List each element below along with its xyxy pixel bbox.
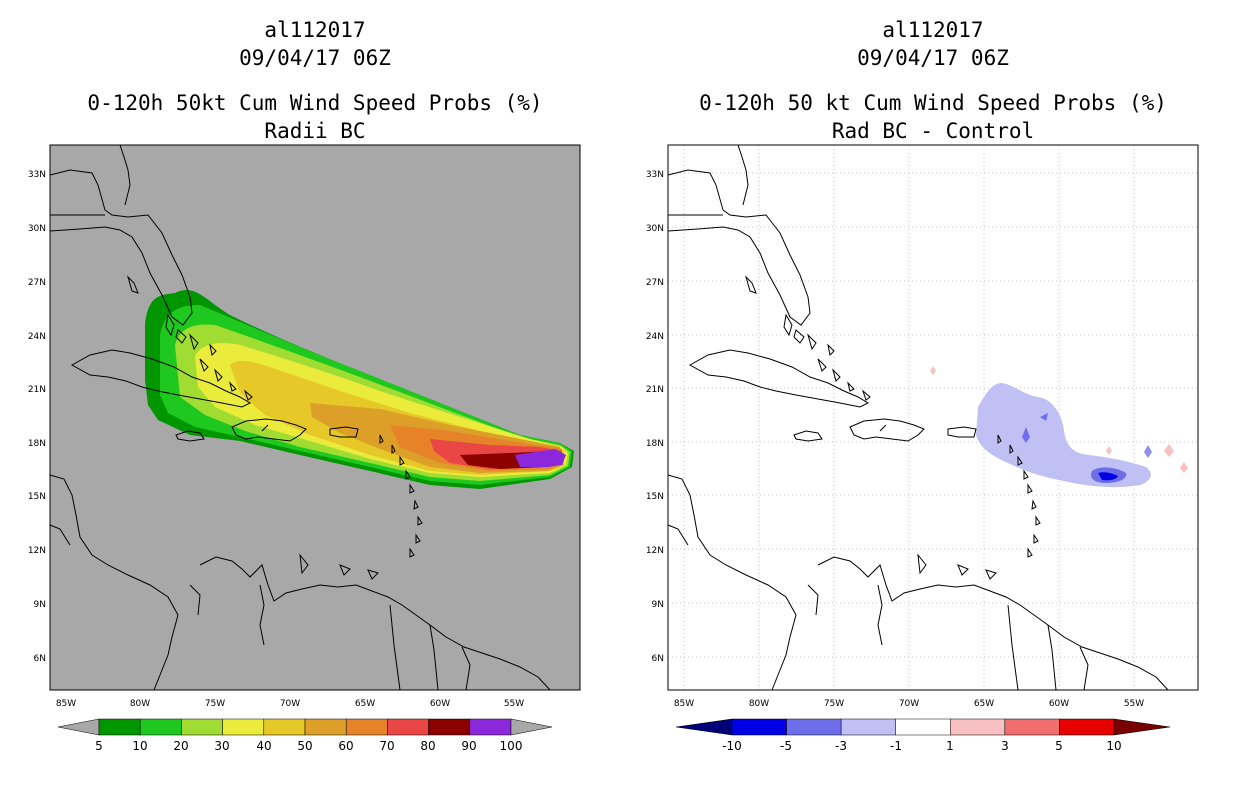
left-map-frame (49, 144, 581, 691)
right-colorbar-label: -5 (780, 739, 792, 753)
left-colorbar-label: 100 (500, 739, 523, 753)
left-probability-field (145, 290, 574, 489)
right-colorbar-swatch (840, 718, 896, 736)
left-colorbar-label: 80 (420, 739, 435, 753)
left-colorbar-swatch (139, 718, 182, 736)
right-map (667, 144, 1199, 691)
left-lon-label: 60W (430, 699, 450, 709)
right-map-background (668, 145, 1198, 690)
left-lon-label: 75W (205, 699, 225, 709)
left-lat-label: 15N (28, 492, 46, 502)
right-lon-label: 75W (824, 699, 844, 709)
right-lat-label: 24N (646, 332, 664, 342)
right-colorbar-label: 10 (1106, 739, 1121, 753)
right-title-time: 09/04/17 06Z (857, 46, 1009, 70)
left-lon-label: 70W (280, 699, 300, 709)
left-colorbar-label: 20 (173, 739, 188, 753)
left-lat-label: 9N (34, 600, 46, 610)
right-colorbar: -10 -5 -3 -1 1 3 5 10 (675, 718, 1171, 753)
right-lon-label: 55W (1124, 699, 1144, 709)
right-lon-label: 80W (749, 699, 769, 709)
right-lon-label: 85W (674, 699, 694, 709)
right-colorbar-high-arrow (1113, 718, 1171, 736)
right-lat-label: 9N (652, 600, 664, 610)
right-colorbar-swatch (1004, 718, 1060, 736)
left-colorbar-label: 60 (338, 739, 353, 753)
right-lon-label: 60W (1049, 699, 1069, 709)
left-colorbar: 5 10 20 30 40 50 60 70 80 90 100 (57, 718, 553, 753)
left-colorbar-swatch (428, 718, 471, 736)
left-colorbar-label: 5 (95, 739, 103, 753)
left-colorbar-swatch (222, 718, 265, 736)
right-lon-label: 70W (899, 699, 919, 709)
left-colorbar-label: 70 (379, 739, 394, 753)
left-colorbar-label: 30 (214, 739, 229, 753)
right-lat-label: 21N (646, 385, 664, 395)
left-colorbar-swatch (469, 718, 512, 736)
left-lat-label: 18N (28, 439, 46, 449)
right-difference-field (930, 366, 1188, 488)
right-colorbar-label: -3 (835, 739, 847, 753)
left-colorbar-label: 90 (461, 739, 476, 753)
right-colorbar-swatch (895, 718, 951, 736)
right-lon-labels: 85W 80W 75W 70W 65W 60W 55W (674, 699, 1144, 709)
right-title-product: 0-120h 50 kt Cum Wind Speed Probs (%) (699, 91, 1167, 115)
left-map (49, 144, 581, 691)
right-lon-label: 65W (974, 699, 994, 709)
left-colorbar-label: 40 (256, 739, 271, 753)
left-colorbar-label: 10 (132, 739, 147, 753)
left-title-storm-id: al112017 (264, 18, 366, 42)
right-colorbar-label: -10 (722, 739, 742, 753)
left-colorbar-swatch (98, 718, 141, 736)
left-lon-labels: 85W 80W 75W 70W 65W 60W 55W (56, 699, 524, 709)
right-map-frame (667, 144, 1199, 691)
right-title-sub: Rad BC - Control (831, 119, 1035, 143)
left-lat-labels: 33N 30N 27N 24N 21N 18N 15N 12N 9N 6N (28, 170, 46, 664)
right-colorbar-label: 1 (946, 739, 954, 753)
left-colorbar-label: 50 (297, 739, 312, 753)
left-colorbar-swatch (387, 718, 429, 736)
left-colorbar-swatch (263, 718, 306, 736)
left-lat-label: 30N (28, 224, 46, 234)
right-colorbar-swatch (1059, 718, 1115, 736)
right-colorbar-low-arrow (675, 718, 733, 736)
left-colorbar-swatch (345, 718, 388, 736)
left-lat-label: 27N (28, 278, 46, 288)
right-lat-label: 15N (646, 492, 664, 502)
left-colorbar-swatch (181, 718, 223, 736)
right-lat-label: 12N (646, 546, 664, 556)
left-lat-label: 21N (28, 385, 46, 395)
right-title-storm-id: al112017 (882, 18, 984, 42)
left-colorbar-swatch (304, 718, 347, 736)
right-lat-label: 27N (646, 278, 664, 288)
right-lat-label: 33N (646, 170, 664, 180)
right-lat-label: 6N (652, 654, 664, 664)
right-lat-label: 30N (646, 224, 664, 234)
right-colorbar-swatch (731, 718, 787, 736)
left-lon-label: 80W (130, 699, 150, 709)
left-lat-label: 24N (28, 332, 46, 342)
right-colorbar-label: 3 (1001, 739, 1009, 753)
right-colorbar-label: -1 (890, 739, 902, 753)
left-lon-label: 55W (504, 699, 524, 709)
left-lat-label: 12N (28, 546, 46, 556)
left-title-time: 09/04/17 06Z (239, 46, 391, 70)
right-colorbar-swatch (786, 718, 842, 736)
left-lon-label: 85W (56, 699, 76, 709)
left-title-sub: Radii BC (264, 119, 366, 143)
left-lat-label: 33N (28, 170, 46, 180)
right-colorbar-label: 5 (1055, 739, 1063, 753)
left-colorbar-low-arrow (57, 718, 100, 736)
left-title-product: 0-120h 50kt Cum Wind Speed Probs (%) (87, 91, 543, 115)
left-lat-label: 6N (34, 654, 46, 664)
left-colorbar-high-arrow (510, 718, 553, 736)
right-lat-label: 18N (646, 439, 664, 449)
left-lon-label: 65W (355, 699, 375, 709)
right-lat-labels: 33N 30N 27N 24N 21N 18N 15N 12N 9N 6N (646, 170, 664, 664)
right-colorbar-swatch (950, 718, 1006, 736)
